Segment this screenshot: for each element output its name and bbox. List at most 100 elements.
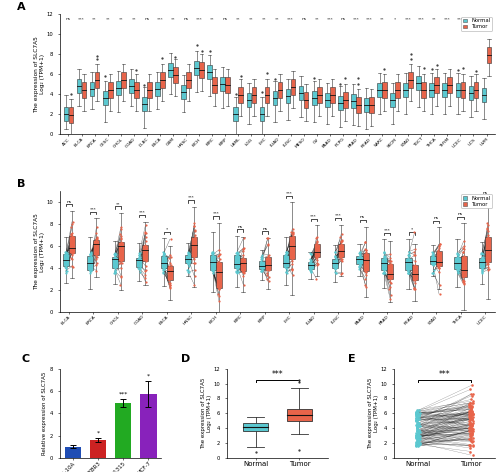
Point bbox=[240, 257, 248, 264]
Point bbox=[414, 426, 422, 434]
Bar bbox=[155, 82, 160, 96]
Point bbox=[332, 268, 340, 275]
Point bbox=[429, 254, 437, 261]
Point bbox=[68, 248, 76, 256]
Point bbox=[410, 262, 418, 270]
Point bbox=[331, 254, 339, 261]
Point bbox=[338, 236, 345, 244]
Text: ***: *** bbox=[352, 17, 360, 21]
Text: **: ** bbox=[249, 17, 254, 21]
Point bbox=[460, 264, 468, 271]
Point bbox=[209, 262, 217, 270]
Point bbox=[435, 244, 443, 252]
Point bbox=[415, 411, 423, 419]
Bar bbox=[377, 83, 382, 97]
Point bbox=[118, 246, 126, 253]
Point bbox=[412, 433, 420, 441]
Text: **: ** bbox=[380, 17, 384, 21]
Point bbox=[386, 292, 394, 299]
Point bbox=[466, 415, 474, 423]
Point bbox=[412, 431, 420, 439]
Point bbox=[412, 434, 420, 442]
Bar bbox=[185, 255, 192, 263]
Point bbox=[361, 253, 369, 260]
Point bbox=[414, 433, 422, 441]
Point bbox=[454, 269, 462, 276]
Point bbox=[414, 430, 422, 438]
Point bbox=[67, 224, 75, 231]
Point bbox=[356, 250, 364, 257]
Point bbox=[257, 262, 265, 270]
Point bbox=[478, 258, 486, 266]
Point bbox=[62, 251, 70, 259]
Point bbox=[410, 284, 418, 292]
Text: ns: ns bbox=[301, 17, 306, 21]
Point bbox=[338, 230, 346, 238]
Bar bbox=[129, 79, 134, 93]
Point bbox=[112, 267, 120, 275]
Point bbox=[428, 250, 436, 257]
Point bbox=[288, 265, 296, 273]
Point bbox=[166, 266, 174, 273]
Bar bbox=[290, 79, 296, 95]
Point bbox=[209, 253, 217, 261]
Point bbox=[160, 251, 168, 259]
Point bbox=[414, 439, 422, 447]
Point bbox=[484, 236, 492, 243]
Point bbox=[282, 260, 290, 267]
Point bbox=[264, 252, 272, 260]
Point bbox=[380, 258, 388, 265]
Point bbox=[386, 295, 394, 303]
Point bbox=[238, 255, 246, 262]
Point bbox=[478, 264, 486, 272]
Point bbox=[337, 245, 345, 253]
Point bbox=[484, 228, 492, 235]
Point bbox=[117, 223, 125, 231]
Bar bbox=[482, 88, 486, 102]
Point bbox=[362, 246, 370, 253]
Bar bbox=[264, 87, 270, 103]
Point bbox=[232, 263, 240, 270]
Point bbox=[87, 267, 95, 275]
Point bbox=[282, 263, 290, 270]
Point bbox=[412, 413, 420, 420]
Point bbox=[336, 253, 344, 261]
Point bbox=[288, 258, 296, 265]
Point bbox=[468, 411, 476, 419]
Point bbox=[484, 240, 492, 247]
Bar bbox=[63, 254, 69, 266]
Bar bbox=[160, 256, 167, 268]
Point bbox=[216, 268, 224, 276]
Text: ns: ns bbox=[238, 225, 242, 229]
Point bbox=[469, 451, 477, 459]
Point bbox=[233, 263, 241, 270]
Point bbox=[468, 421, 476, 428]
Bar bbox=[330, 87, 334, 103]
Point bbox=[306, 258, 314, 266]
Point bbox=[142, 256, 150, 264]
Point bbox=[478, 268, 486, 275]
Point bbox=[468, 441, 476, 449]
Bar bbox=[460, 82, 465, 98]
Point bbox=[414, 413, 422, 420]
Point bbox=[416, 432, 424, 440]
Point bbox=[264, 253, 272, 261]
Point bbox=[264, 251, 272, 258]
Point bbox=[62, 258, 70, 266]
Point bbox=[466, 405, 474, 413]
Point bbox=[239, 245, 247, 253]
Point bbox=[135, 251, 143, 259]
Point bbox=[413, 414, 421, 421]
Point bbox=[468, 425, 476, 433]
Point bbox=[467, 431, 475, 439]
Point bbox=[412, 430, 420, 437]
Point bbox=[111, 252, 119, 259]
Point bbox=[416, 422, 424, 430]
Point bbox=[184, 250, 192, 257]
Point bbox=[466, 399, 474, 406]
Point bbox=[111, 263, 119, 270]
Bar bbox=[485, 236, 491, 261]
Point bbox=[142, 262, 150, 270]
Point bbox=[412, 408, 420, 415]
Bar bbox=[94, 72, 100, 88]
